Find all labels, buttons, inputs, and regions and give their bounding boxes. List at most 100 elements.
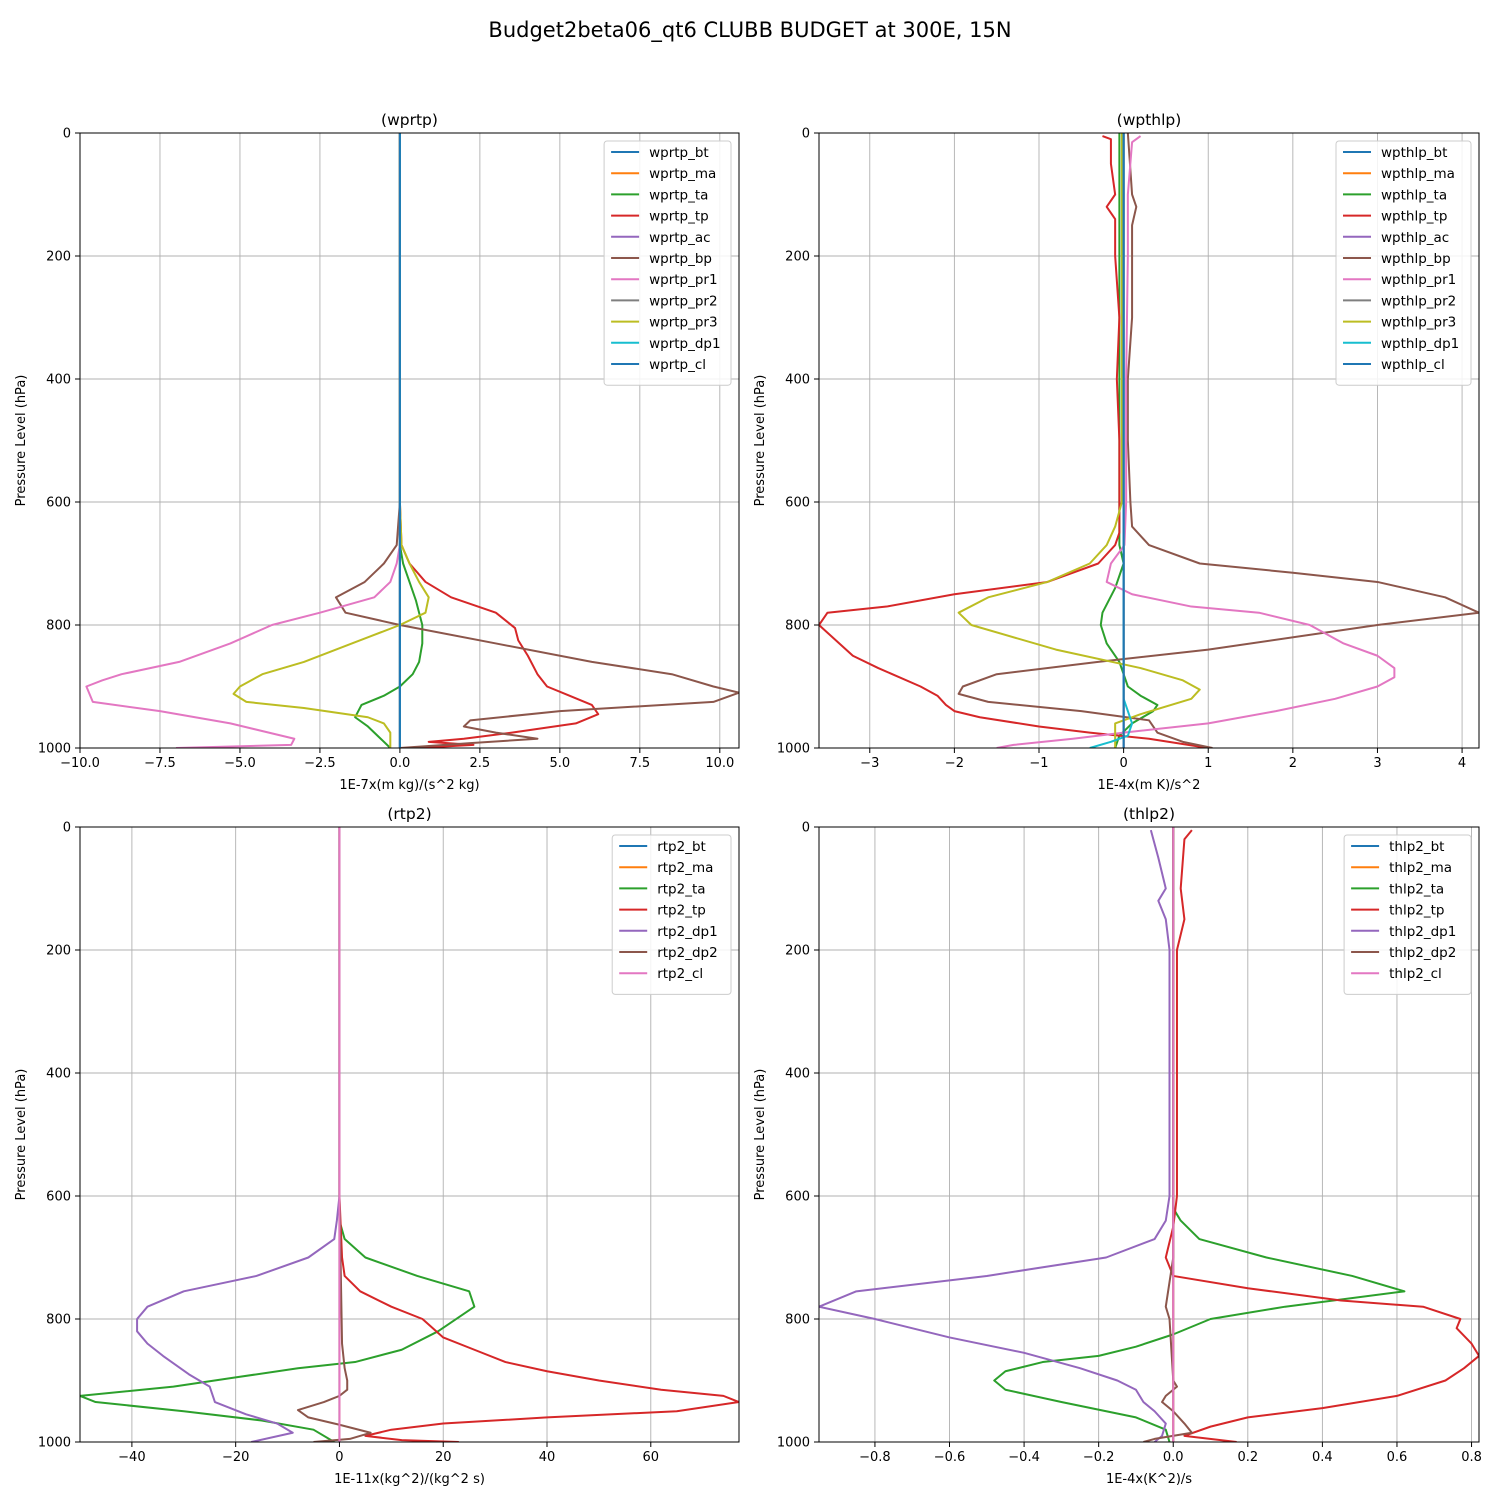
legend-label-wprtp_pr2: wprtp_pr2 (649, 293, 717, 309)
legend-box (611, 834, 732, 995)
chart-wpthlp: −3 −2 −1 0 1 2 3 4 0 200 400 600 800 1000 (wpthlp) 1E-4… (753, 111, 1480, 793)
chart-wpthlp-title: (wpthlp) (1117, 111, 1182, 129)
chart-wpthlp-axes-frame (818, 132, 1480, 749)
series-line-thlp2_dp1 (819, 829, 1171, 1442)
x-tick-label: 40 (539, 1450, 556, 1465)
x-tick-label: 20 (435, 1450, 452, 1465)
series-line-rtp2_tp (338, 827, 739, 1442)
chart-wpthlp-series (819, 133, 1479, 748)
legend-label-wpthlp_bt: wpthlp_bt (1381, 145, 1447, 161)
y-tick-label: 0 (63, 127, 71, 142)
y-tick-label: 1000 (777, 1436, 810, 1451)
y-tick-label: 400 (785, 1067, 810, 1082)
series-line-thlp2_ta (993, 827, 1406, 1442)
legend-label-thlp2_ma: thlp2_ma (1389, 860, 1452, 876)
legend-label-wprtp_bp: wprtp_bp (649, 251, 712, 267)
chart-wprtp-y-axis-label: Pressure Level (hPa) (14, 375, 29, 507)
legend-box (603, 140, 732, 386)
x-tick-label: −0.8 (859, 1450, 891, 1465)
legend-label-wprtp_ta: wprtp_ta (649, 187, 708, 203)
chart-wprtp-axes-frame (79, 132, 740, 749)
legend-label-thlp2_tp: thlp2_tp (1389, 903, 1444, 919)
legend-label-rtp2_cl: rtp2_cl (657, 966, 703, 982)
series-line-wprtp_pr1 (85, 133, 401, 748)
chart-thlp2: −0.8 −0.6 −0.4 −0.2 0.0 0.2 0.4 0.6 0.8 0 200 400 60… (753, 805, 1482, 1487)
x-tick-label: 0.8 (1461, 1450, 1482, 1465)
x-tick-label: −0.4 (1008, 1450, 1040, 1465)
series-line-wpthlp_pr1 (996, 135, 1396, 748)
legend-label-wprtp_pr3: wprtp_pr3 (649, 315, 717, 331)
chart-wprtp-x-axis-label: 1E-7x(m kg)/(s^2 kg) (339, 778, 479, 793)
x-tick-label: 5.0 (550, 756, 571, 771)
y-tick-label: 1000 (777, 742, 810, 757)
legend-label-wpthlp_ma: wpthlp_ma (1381, 166, 1455, 182)
series-line-rtp2_ta (80, 827, 476, 1442)
chart-thlp2-y-axis-label: Pressure Level (hPa) (753, 1069, 768, 1201)
chart-wprtp: −10.0 −7.5 −5.0 −2.5 0.0 2.5 5.0 7.5 10.0 0 200 400… (14, 111, 740, 793)
x-tick-label: 2 (1289, 756, 1297, 771)
series-line-thlp2_dp2 (1143, 827, 1193, 1442)
x-tick-label: 2.5 (470, 756, 491, 771)
y-tick-label: 600 (785, 1190, 810, 1205)
y-tick-label: 200 (785, 944, 810, 959)
x-tick-label: 3 (1373, 756, 1381, 771)
chart-wprtp-legend: wprtp_bt wprtp_ma wprtp_ta wprtp_tp wprtp_ac… (603, 140, 732, 386)
legend-label-wprtp_dp1: wprtp_dp1 (649, 336, 721, 352)
chart-rtp2-y-axis-label: Pressure Level (hPa) (14, 1069, 29, 1201)
x-tick-label: 0.2 (1237, 1450, 1258, 1465)
chart-rtp2-legend: rtp2_bt rtp2_ma rtp2_ta rtp2_tp rtp2_dp1 rtp2… (611, 834, 732, 995)
y-tick-label: 600 (785, 496, 810, 511)
x-tick-label: −3 (860, 756, 879, 771)
legend-label-wpthlp_pr1: wpthlp_pr1 (1381, 272, 1456, 288)
y-tick-label: 400 (46, 373, 71, 388)
legend-label-rtp2_tp: rtp2_tp (657, 903, 706, 919)
legend-label-wpthlp_pr2: wpthlp_pr2 (1381, 293, 1456, 309)
x-tick-label: −40 (118, 1450, 145, 1465)
legend-label-wprtp_ac: wprtp_ac (649, 230, 710, 246)
legend-label-wprtp_tp: wprtp_tp (649, 209, 709, 225)
x-tick-label: 0.0 (1163, 1450, 1184, 1465)
legend-label-rtp2_ma: rtp2_ma (657, 860, 713, 876)
y-tick-label: 200 (785, 250, 810, 265)
chart-thlp2-axes-frame (818, 826, 1480, 1443)
series-line-wpthlp_ta (1099, 133, 1159, 748)
chart-rtp2-title: (rtp2) (387, 805, 431, 823)
legend-label-wprtp_ma: wprtp_ma (649, 166, 716, 182)
y-tick-label: 800 (46, 619, 71, 634)
y-tick-label: 800 (785, 619, 810, 634)
y-tick-label: 800 (46, 1313, 71, 1328)
series-line-wprtp_bp (334, 133, 739, 748)
legend-label-thlp2_cl: thlp2_cl (1389, 966, 1442, 982)
x-tick-label: −1 (1029, 756, 1048, 771)
legend-box (1343, 834, 1472, 995)
x-tick-label: 0.0 (390, 756, 411, 771)
legend-label-wpthlp_dp1: wpthlp_dp1 (1381, 336, 1459, 352)
legend-label-thlp2_bt: thlp2_bt (1389, 839, 1444, 855)
x-tick-label: −2.5 (304, 756, 336, 771)
x-tick-label: −10.0 (60, 756, 100, 771)
series-line-wprtp_pr3 (232, 133, 430, 748)
legend-label-rtp2_dp1: rtp2_dp1 (657, 924, 717, 940)
chart-thlp2-legend: thlp2_bt thlp2_ma thlp2_ta thlp2_tp thlp2_dp… (1343, 834, 1472, 995)
x-tick-label: 1 (1204, 756, 1212, 771)
y-tick-label: 400 (46, 1067, 71, 1082)
x-tick-label: 4 (1458, 756, 1466, 771)
chart-wpthlp-x-axis-label: 1E-4x(m K)/s^2 (1098, 778, 1201, 793)
chart-rtp2-axes-frame (79, 826, 740, 1443)
legend-label-wpthlp_ta: wpthlp_ta (1381, 187, 1447, 203)
x-tick-label: 0.6 (1387, 1450, 1408, 1465)
legend-label-thlp2_dp1: thlp2_dp1 (1389, 924, 1456, 940)
chart-wprtp-series (85, 133, 739, 748)
y-tick-label: 0 (63, 821, 71, 836)
chart-rtp2-series (80, 827, 739, 1442)
y-tick-label: 200 (46, 944, 71, 959)
series-line-wpthlp_pr3 (957, 133, 1201, 748)
y-tick-label: 400 (785, 373, 810, 388)
x-tick-label: −7.5 (144, 756, 176, 771)
chart-thlp2-x-axis-label: 1E-4x(K^2)/s (1106, 1472, 1192, 1487)
series-line-thlp2_tp (1164, 829, 1479, 1442)
x-tick-label: 60 (643, 1450, 660, 1465)
y-tick-label: 800 (785, 1313, 810, 1328)
